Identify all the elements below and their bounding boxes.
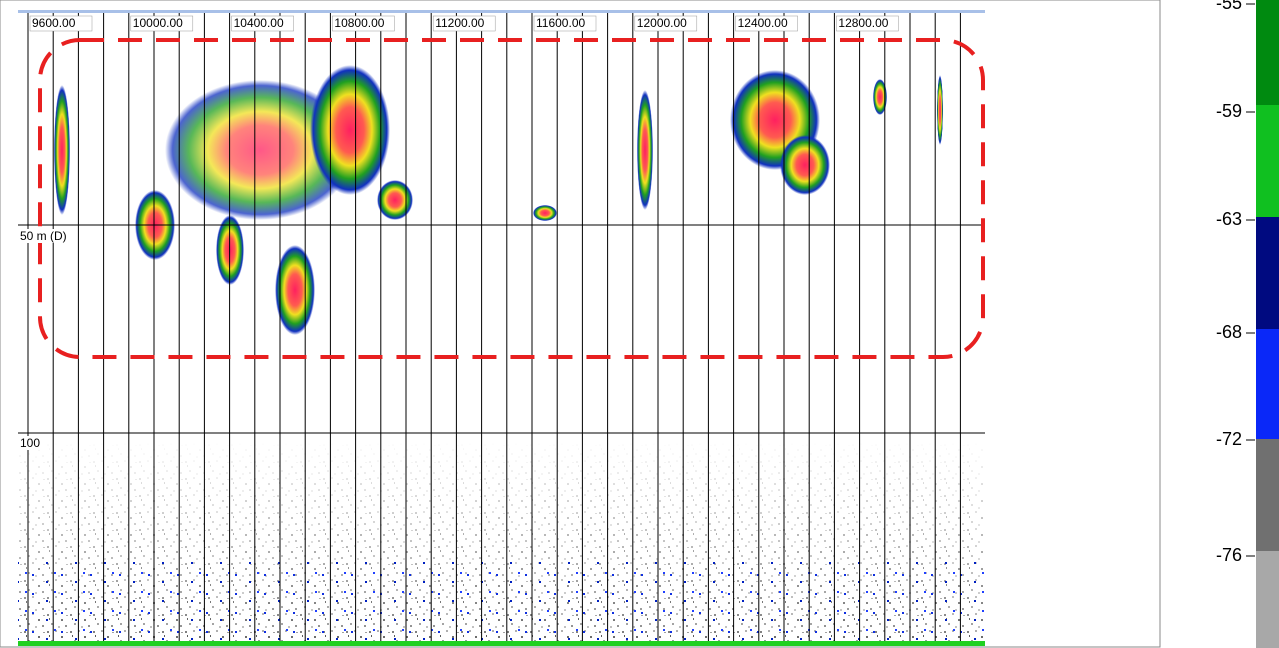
school xyxy=(937,75,943,145)
school xyxy=(873,79,887,115)
label-bg xyxy=(735,15,798,32)
label-bg xyxy=(533,15,597,32)
x-axis-label: 10000.00 xyxy=(133,16,183,30)
interval-lines xyxy=(27,13,961,641)
label-bg xyxy=(634,15,698,32)
bottom-blue-noise xyxy=(18,560,985,645)
x-axis-label: 10400.00 xyxy=(234,16,284,30)
x-axis-labels: 9600.00 10000.00 10400.00 10800.00 11200.00 1… xyxy=(29,15,899,32)
colorbar xyxy=(1256,0,1279,648)
x-axis-label: 12800.00 xyxy=(838,16,888,30)
label-bg xyxy=(19,229,77,243)
school xyxy=(637,90,653,210)
colorbar-label: -68 xyxy=(1216,322,1242,342)
x-axis-label: 10800.00 xyxy=(334,16,384,30)
school xyxy=(310,65,390,195)
school xyxy=(275,245,315,335)
label-bg xyxy=(231,15,294,32)
x-axis-label: 11200.00 xyxy=(435,16,484,30)
colorbar-segment xyxy=(1256,439,1279,551)
x-axis-label: 9600.00 xyxy=(32,16,76,30)
school xyxy=(165,80,355,220)
school xyxy=(54,85,70,215)
colorbar-label: -55 xyxy=(1216,0,1242,13)
highlight-region xyxy=(38,38,985,359)
colorbar-segment xyxy=(1256,105,1279,217)
school xyxy=(533,205,557,221)
label-bg xyxy=(836,15,899,32)
label-bg xyxy=(130,15,194,32)
x-axis-label: 12400.00 xyxy=(738,16,788,30)
label-bg xyxy=(19,436,45,450)
colorbar-segment xyxy=(1256,551,1279,648)
top-ruler xyxy=(18,10,985,13)
colorbar-label: -59 xyxy=(1216,101,1242,121)
label-bg xyxy=(29,15,93,32)
colorbar-label: -76 xyxy=(1216,545,1242,565)
bottom-line xyxy=(18,641,985,646)
label-bg xyxy=(332,15,395,32)
x-axis-label: 12000.00 xyxy=(637,16,687,30)
depth-label: 50 m (D) xyxy=(20,229,67,243)
label-bg xyxy=(432,15,496,32)
colorbar-ticks: -55 -59 -63 -68 -72 -76 xyxy=(1216,0,1255,565)
school xyxy=(377,180,413,220)
school xyxy=(780,135,830,195)
colorbar-segment xyxy=(1256,329,1279,439)
colorbar-segment xyxy=(1256,0,1279,105)
x-axis-label: 11600.00 xyxy=(536,16,585,30)
colorbar-segment xyxy=(1256,217,1279,329)
colorbar-label: -63 xyxy=(1216,209,1242,229)
depth-label: 100 xyxy=(20,436,40,450)
colorbar-label: -72 xyxy=(1216,429,1242,449)
